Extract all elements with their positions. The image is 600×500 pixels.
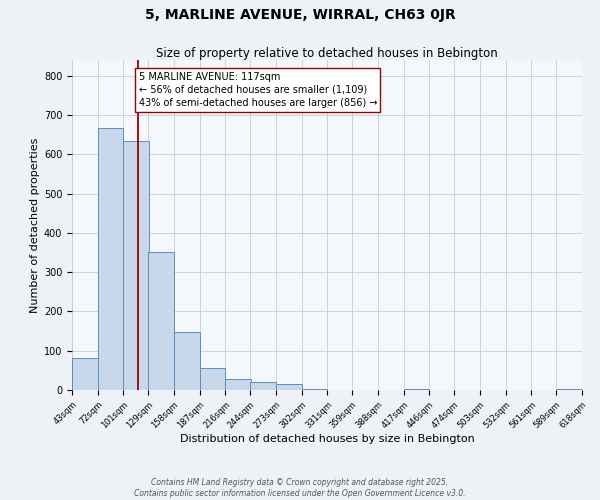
Text: Contains HM Land Registry data © Crown copyright and database right 2025.
Contai: Contains HM Land Registry data © Crown c… bbox=[134, 478, 466, 498]
X-axis label: Distribution of detached houses by size in Bebington: Distribution of detached houses by size … bbox=[179, 434, 475, 444]
Title: Size of property relative to detached houses in Bebington: Size of property relative to detached ho… bbox=[156, 47, 498, 60]
Bar bbox=[174, 332, 200, 390]
Bar bbox=[200, 368, 226, 390]
Bar bbox=[250, 382, 276, 390]
Bar bbox=[124, 140, 149, 390]
Bar bbox=[148, 252, 174, 390]
Bar bbox=[556, 389, 582, 390]
Bar bbox=[302, 389, 328, 390]
Y-axis label: Number of detached properties: Number of detached properties bbox=[29, 138, 40, 312]
Text: 5, MARLINE AVENUE, WIRRAL, CH63 0JR: 5, MARLINE AVENUE, WIRRAL, CH63 0JR bbox=[145, 8, 455, 22]
Bar bbox=[276, 384, 302, 390]
Text: 5 MARLINE AVENUE: 117sqm
← 56% of detached houses are smaller (1,109)
43% of sem: 5 MARLINE AVENUE: 117sqm ← 56% of detach… bbox=[139, 72, 377, 108]
Bar bbox=[226, 380, 251, 390]
Bar bbox=[72, 358, 98, 390]
Bar bbox=[404, 389, 430, 390]
Bar bbox=[98, 128, 124, 390]
